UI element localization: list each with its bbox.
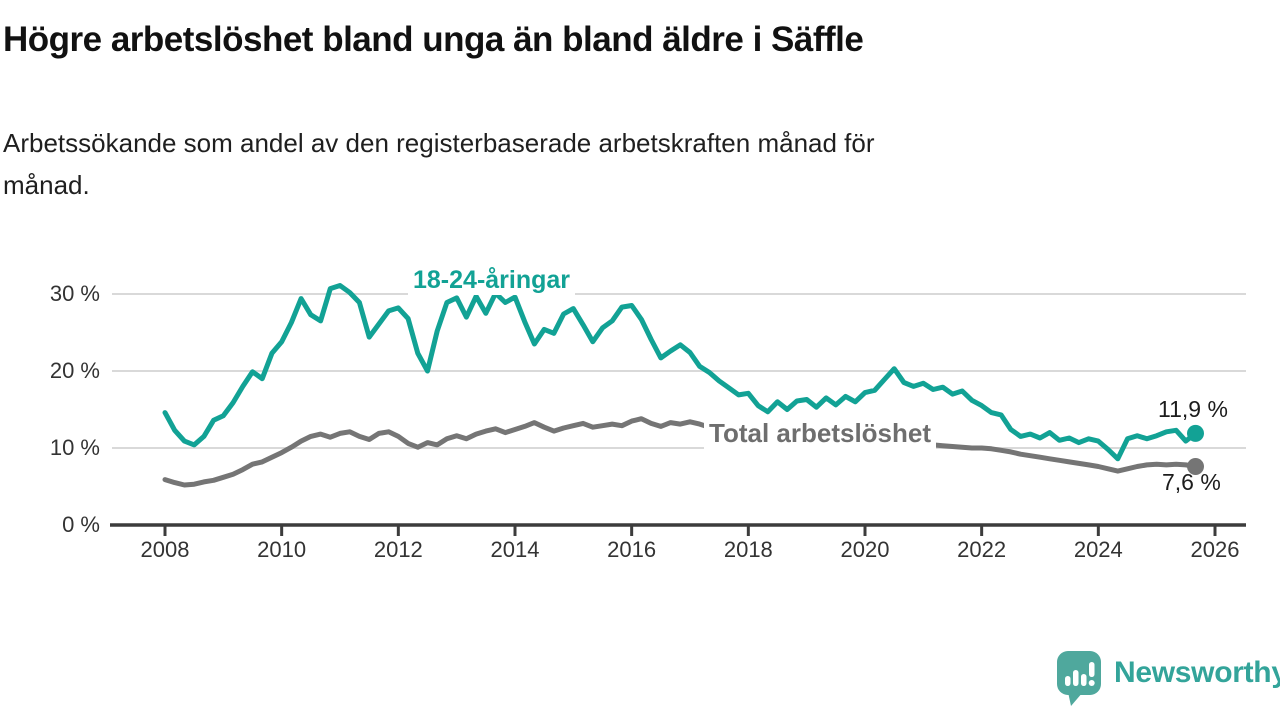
x-axis-label: 2020 [840,537,890,562]
y-axis-label: 10 % [49,435,100,460]
bar-medium-icon [1081,674,1087,686]
x-axis-label: 2026 [1190,537,1240,562]
bar-tall-icon [1073,670,1079,686]
end-value-label-total: 7,6 % [1162,469,1221,495]
y-axis-label: 30 % [49,281,100,306]
brand-name: Newsworthy [1114,656,1280,689]
speech-bubble-tail [1068,692,1083,706]
chart-line-total-end-dot [1187,458,1204,475]
x-axis-label: 2008 [140,537,190,562]
series-label-youth: 18-24-åringar [408,266,576,295]
chart-subtitle: Arbetssökande som andel av den registerb… [3,122,1188,206]
chart-line-youth [162,283,1198,462]
chart-title: Högre arbetslöshet bland unga än bland ä… [3,20,864,59]
chart-line-youth-end-dot [1187,424,1204,442]
x-axis-label: 2010 [257,537,307,562]
exclamation-dot-icon [1088,680,1095,686]
end-value-label-youth: 11,9 % [1158,396,1228,422]
chart-line-total [162,416,1198,488]
bar-small-icon [1065,676,1071,686]
x-axis-label: 2024 [1073,537,1123,562]
chart-subtitle-line2: månad. [3,170,90,200]
chart-subtitle-line1: Arbetssökande som andel av den registerb… [3,128,875,158]
newsworthy-logo-icon [1057,651,1101,706]
newsworthy-logo: Newsworthy [1056,650,1280,708]
x-axis-label: 2016 [607,537,657,562]
exclamation-bar-icon [1089,662,1095,677]
x-axis-label: 2022 [957,537,1007,562]
x-axis-label: 2014 [490,537,540,562]
series-label-total: Total arbetslöshet [704,418,937,449]
x-axis-label: 2012 [373,537,423,562]
y-axis-label: 20 % [49,358,100,383]
x-axis-label: 2018 [723,537,773,562]
y-axis-label: 0 % [62,512,100,537]
